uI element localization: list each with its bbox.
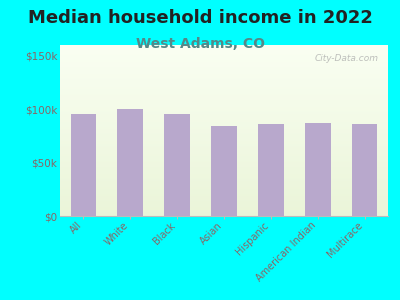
Bar — [305, 123, 330, 216]
Bar — [70, 115, 96, 216]
Text: Median household income in 2022: Median household income in 2022 — [28, 9, 372, 27]
Text: West Adams, CO: West Adams, CO — [136, 38, 264, 52]
Bar — [211, 126, 237, 216]
Bar — [118, 109, 143, 216]
Text: City-Data.com: City-Data.com — [314, 53, 378, 63]
Bar — [164, 115, 190, 216]
Bar — [258, 124, 284, 216]
Bar — [352, 124, 378, 216]
